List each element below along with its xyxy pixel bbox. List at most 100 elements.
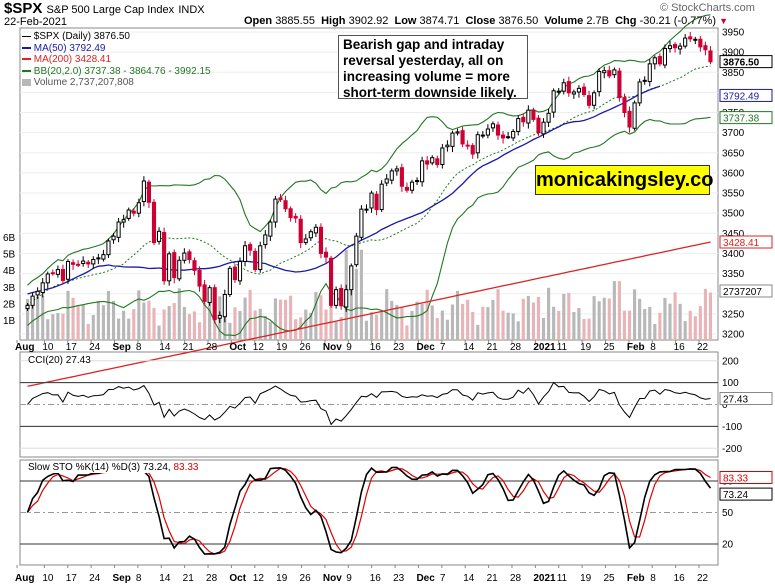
ma200-line (27, 241, 711, 387)
volume-bar (445, 319, 449, 340)
volume-bar (96, 300, 100, 340)
legend-bb-text: BB(20,2.0) 3737.38 - 3864.76 - 3992.15 (33, 65, 211, 77)
x-axis-tick-bottom: 21 (183, 573, 195, 584)
candle-body (688, 36, 693, 40)
down-triangle-icon: ▼ (719, 16, 728, 26)
header-name: S&P 500 Large Cap Index (46, 4, 175, 16)
volume-bar (304, 309, 308, 340)
volume-bar (390, 300, 394, 340)
x-axis-tick-bottom: Aug (15, 573, 34, 584)
candle-body (202, 284, 207, 302)
candle-body (313, 226, 318, 234)
tag-ma50: 3792.49 (723, 91, 760, 102)
candle-body (516, 118, 521, 132)
candle-body (146, 181, 152, 203)
volume-bar (602, 297, 606, 340)
volume-bar (152, 307, 156, 340)
candle-body (460, 130, 465, 145)
volume-bar (182, 306, 186, 340)
volume-bar (25, 299, 30, 340)
candle-body (253, 250, 258, 271)
volume-bar (476, 324, 480, 340)
volume-bar (577, 308, 581, 340)
volume-bar (385, 289, 389, 340)
candle-body (111, 235, 116, 241)
cci-axis-tick: -100 (722, 422, 742, 433)
volume-bar (187, 314, 191, 340)
x-axis-tick-top: 8 (650, 342, 656, 353)
legend-ma50-swatch (22, 46, 31, 49)
volume-bar (440, 310, 444, 340)
x-axis-tick-bottom: 19 (580, 573, 592, 584)
volume-bar (597, 301, 601, 340)
candle-body (465, 144, 470, 147)
volume-axis-tick: 5B (3, 250, 16, 261)
candle-body (586, 95, 592, 106)
x-axis-tick-bottom: 10 (42, 573, 54, 584)
candle-body (470, 145, 475, 155)
x-axis-tick-bottom: 12 (253, 573, 265, 584)
volume-bar (41, 295, 45, 340)
price-axis-tick: 3950 (722, 28, 745, 39)
volume-bar (461, 303, 465, 340)
candle-body (212, 287, 217, 320)
open-value: 3885.55 (275, 15, 315, 27)
tag-bb-low: 3737.38 (723, 114, 760, 125)
price-axis-tick: 3400 (722, 249, 745, 260)
volume-bar (688, 310, 692, 340)
candle-body (642, 79, 647, 82)
candle-body (627, 110, 632, 128)
volume-bar (253, 310, 257, 340)
x-axis-tick-bottom: 14 (159, 573, 171, 584)
candle-body (45, 273, 50, 284)
candle-body (288, 208, 293, 219)
volume-bar (339, 317, 343, 340)
x-axis-tick-top: 12 (253, 342, 265, 353)
x-axis-tick-top: 10 (42, 342, 54, 353)
x-axis-tick-top: 16 (674, 342, 686, 353)
volume-bar (400, 306, 404, 340)
candle-body (207, 287, 212, 304)
x-axis-tick-top: Feb (627, 342, 645, 353)
volume-bar (673, 292, 677, 340)
volume-bar (466, 299, 470, 340)
volume-bar (192, 311, 197, 340)
cci-axis-tick: 200 (722, 356, 739, 367)
volume-bar (516, 321, 520, 340)
candle-body (526, 109, 531, 124)
tag-sto-k-bg (719, 487, 773, 501)
x-axis-tick-top: 17 (66, 342, 78, 353)
candle-body (76, 263, 81, 266)
x-axis-tick-bottom: Sep (113, 573, 131, 584)
volume-bar (410, 310, 414, 340)
candle-body (328, 257, 334, 306)
candle-body (106, 240, 111, 256)
candle-body (349, 265, 354, 291)
candle-body (632, 102, 637, 129)
bollinger-upper-line (27, 14, 711, 286)
volume-bar (71, 297, 75, 340)
candle-body (156, 230, 162, 242)
candle-body (30, 295, 35, 306)
volume-bar (263, 315, 267, 340)
close-label: Close (465, 15, 496, 27)
volume-bar (638, 298, 642, 340)
candle-body (612, 69, 617, 76)
candle-body (263, 234, 268, 246)
candle-body (303, 238, 308, 244)
candle-body (425, 160, 430, 165)
candle-body (414, 180, 420, 183)
candle-body (536, 117, 541, 134)
x-axis-tick-bottom: Feb (627, 573, 645, 584)
header-date: 22-Feb-2021 (4, 16, 67, 28)
legend-ma200: MA(200) 3428.41 (22, 54, 211, 66)
candle-body (430, 157, 435, 164)
sto-axis-tick: 20 (722, 540, 734, 551)
candle-body (91, 258, 96, 265)
volume-bar (258, 308, 262, 340)
volume-bar (111, 300, 116, 340)
volume-bar (228, 322, 232, 340)
volume-bar (273, 298, 277, 340)
candle-body (242, 245, 248, 262)
x-axis-tick-bottom: 8 (136, 573, 142, 584)
